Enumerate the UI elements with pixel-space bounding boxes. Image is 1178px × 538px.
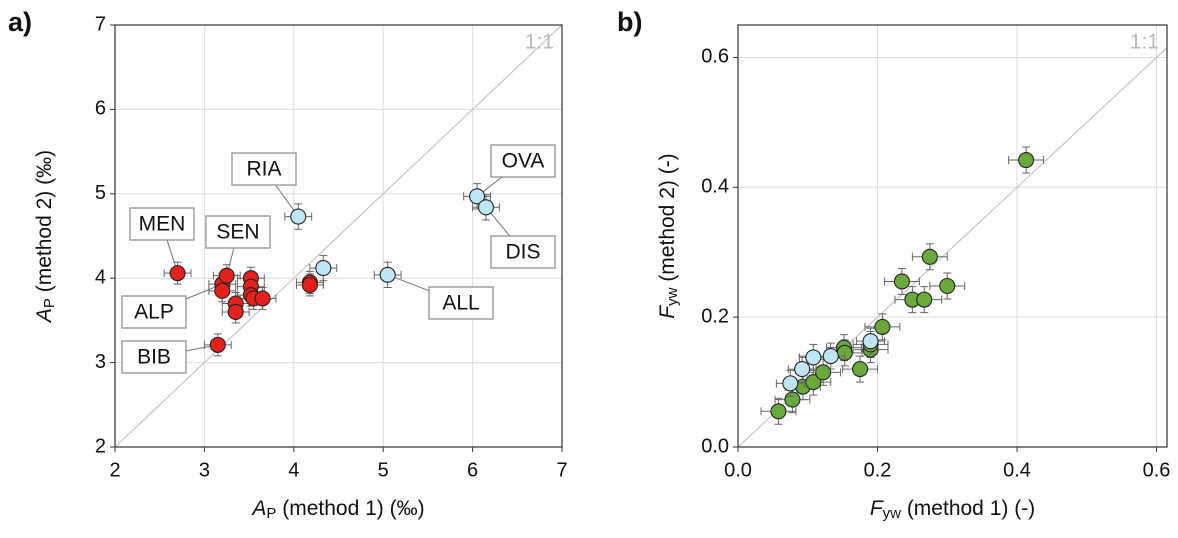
axis-label-symbol: F (656, 305, 679, 319)
axis-label-subscript: yw (883, 505, 902, 522)
x-tick-label: 0.0 (724, 459, 752, 481)
x-tick-label: 5 (378, 459, 389, 481)
annotation: SEN (216, 221, 259, 244)
point (893, 273, 910, 290)
x-tick-label: 7 (556, 459, 567, 481)
point (784, 391, 801, 408)
point (939, 277, 956, 295)
plot-frame (737, 24, 1168, 448)
y-tick-label: 0.4 (701, 176, 729, 198)
y-tick-label: 2 (95, 435, 106, 457)
annotation-box (490, 144, 556, 178)
point (921, 248, 938, 265)
panel-label: a) (8, 7, 32, 37)
y-tick-label: 0.0 (701, 435, 729, 457)
point (169, 265, 186, 282)
x-axis-label: Fyw (method 1) (-) (870, 497, 1035, 522)
point (477, 199, 495, 216)
point (815, 364, 832, 381)
axis-label-text: (method 2) (-) (656, 153, 679, 287)
point (1018, 151, 1035, 169)
panel-label: b) (617, 7, 642, 37)
point (254, 290, 271, 307)
y-tick-label: 4 (95, 266, 106, 288)
annotation: OVA (502, 150, 545, 173)
y-tick-label: 7 (95, 13, 106, 35)
point (782, 375, 799, 392)
point (290, 208, 307, 225)
axis-label-symbol: A (33, 308, 56, 324)
point (822, 348, 839, 365)
axis-label-text: (method 2) (‰) (33, 150, 56, 298)
annotation: BIB (137, 346, 171, 369)
reference-label: 1:1 (1130, 31, 1159, 54)
y-tick-label: 5 (95, 182, 106, 204)
x-tick-label: 4 (288, 459, 299, 481)
annotation-box (121, 295, 187, 329)
annotation: MEN (139, 213, 186, 236)
point (862, 333, 879, 350)
annotation-box (129, 207, 195, 241)
reference-line (115, 25, 562, 447)
reference-label: 1:1 (525, 31, 554, 54)
annotation: DIS (505, 241, 540, 264)
point (218, 267, 235, 284)
annotation-box (428, 286, 494, 320)
axis-label-subscript: P (266, 505, 276, 522)
point (214, 282, 231, 299)
y-tick-label: 0.2 (701, 305, 729, 327)
x-tick-label: 6 (467, 459, 478, 481)
annotation: RIA (246, 158, 281, 181)
annotation: ALL (442, 292, 479, 315)
point (315, 260, 332, 277)
annotation-box (231, 152, 297, 186)
point (770, 403, 787, 420)
axis-label-symbol: A (250, 497, 266, 520)
y-tick-label: 6 (95, 98, 106, 120)
axis-label-subscript: yw (664, 287, 681, 306)
annotation: ALP (134, 301, 174, 324)
y-axis-label: AP (method 2) (‰) (33, 150, 58, 324)
x-tick-label: 0.6 (1143, 459, 1171, 481)
x-tick-label: 0.2 (864, 459, 892, 481)
point (794, 361, 811, 378)
y-tick-label: 3 (95, 351, 106, 373)
x-axis-label: AP (method 1) (‰) (250, 497, 424, 522)
axis-label-subscript: P (41, 298, 58, 308)
plot-frame (114, 24, 563, 448)
point (874, 318, 891, 335)
x-tick-label: 0.4 (1003, 459, 1031, 481)
axis-label-text: (method 1) (‰) (276, 497, 424, 520)
annotation-box (121, 340, 187, 374)
point (379, 266, 396, 283)
axis-label-symbol: F (870, 497, 884, 520)
panel: 0.0 0.2 0.4 0.6 0.0 0.2 0.4 0.6 1:1 Fyw (method 1… (617, 7, 1170, 522)
point (852, 361, 869, 378)
x-tick-label: 2 (109, 459, 120, 481)
y-axis-label: Fyw (method 2) (-) (656, 153, 681, 318)
panel: 2 3 4 5 6 7 2 3 4 5 6 7 1:1 MEN SEN RIA OVA DIS ALL ALP BIB A… (8, 7, 568, 522)
point (916, 291, 933, 308)
point (227, 303, 244, 321)
y-tick-label: 0.6 (701, 46, 729, 68)
x-tick-label: 3 (199, 459, 210, 481)
annotation-box (205, 215, 271, 249)
axis-label-text: (method 1) (-) (901, 497, 1035, 520)
point (469, 188, 486, 205)
point (301, 276, 318, 294)
annotation-box (490, 235, 556, 269)
point (805, 349, 822, 366)
point (209, 336, 226, 353)
